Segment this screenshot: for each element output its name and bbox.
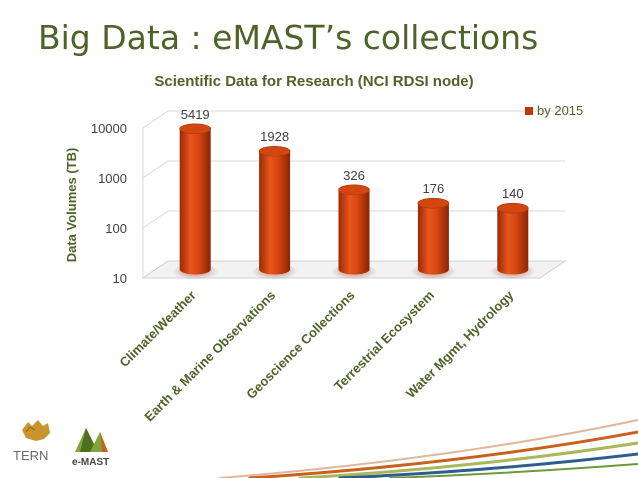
emast-logo-text: e-MAST bbox=[72, 457, 109, 468]
data-labels: 5419 1928 326 176 140 bbox=[181, 107, 524, 201]
bar-body bbox=[417, 203, 449, 275]
y-tick-label: 1000 bbox=[98, 171, 127, 186]
bar-top bbox=[338, 184, 370, 196]
bar-body bbox=[259, 151, 291, 275]
chart-title: Scientific Data for Research (NCI RDSI n… bbox=[154, 73, 473, 90]
bar bbox=[410, 197, 457, 280]
bar-series bbox=[171, 123, 537, 280]
bar-body bbox=[179, 128, 211, 275]
data-label: 140 bbox=[502, 186, 524, 201]
y-axis-label: Data Volumes (TB) bbox=[64, 148, 79, 263]
data-label: 5419 bbox=[181, 107, 210, 122]
slide-title: Big Data : eMAST’s collections bbox=[38, 18, 539, 57]
legend: by 2015 bbox=[525, 103, 583, 118]
tern-logo: TERN bbox=[13, 420, 50, 463]
data-label: 176 bbox=[423, 181, 445, 196]
y-tick-label: 100 bbox=[105, 221, 127, 236]
bar-top bbox=[496, 202, 529, 214]
bar bbox=[171, 123, 219, 280]
bar-top bbox=[258, 145, 291, 157]
data-label: 1928 bbox=[260, 129, 289, 144]
gridline bbox=[142, 160, 565, 179]
y-tick-label: 10000 bbox=[91, 121, 127, 136]
legend-swatch bbox=[525, 107, 533, 115]
x-tick-label: Climate/Weather bbox=[116, 288, 198, 370]
y-tick-label: 10 bbox=[113, 271, 127, 286]
bar-body bbox=[338, 189, 370, 275]
bar-top bbox=[417, 197, 450, 209]
tern-logo-text: TERN bbox=[13, 448, 48, 463]
bar bbox=[251, 145, 298, 280]
bar bbox=[489, 202, 537, 280]
y-axis-ticks: 10 100 1000 10000 bbox=[91, 121, 127, 286]
bar bbox=[330, 184, 378, 280]
decorative-swoosh bbox=[219, 419, 638, 478]
gridline bbox=[142, 110, 565, 129]
data-label: 326 bbox=[343, 168, 365, 183]
emast-logo: e-MAST bbox=[72, 428, 109, 468]
x-tick-label: Earth & Marine Observations bbox=[141, 288, 278, 425]
bar-top bbox=[179, 123, 211, 135]
bar-body bbox=[497, 208, 529, 275]
legend-label: by 2015 bbox=[537, 103, 583, 118]
